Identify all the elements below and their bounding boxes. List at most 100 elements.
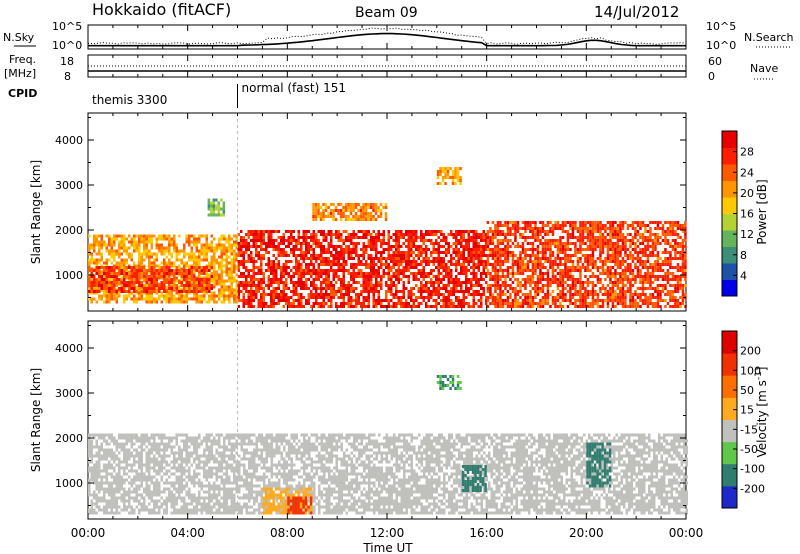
heatmap-cell: [501, 263, 505, 266]
heatmap-cell: [674, 230, 677, 233]
heatmap-cell: [621, 296, 625, 299]
heatmap-cell: [325, 281, 328, 284]
heatmap-cell: [170, 287, 173, 290]
heatmap-cell: [422, 269, 425, 272]
heatmap-cell: [337, 263, 340, 266]
heatmap-cell: [213, 261, 216, 265]
heatmap-cell: [375, 242, 378, 245]
heatmap-cell: [370, 257, 373, 260]
heatmap-cell: [614, 263, 617, 266]
heatmap-cell: [377, 281, 380, 284]
heatmap-cell: [178, 272, 181, 275]
heatmap-cell: [472, 236, 475, 239]
heatmap-cell: [217, 207, 221, 211]
heatmap-cell: [472, 272, 475, 275]
heatmap-cell: [586, 227, 590, 230]
heatmap-cell: [521, 269, 525, 272]
heatmap-cell: [315, 287, 318, 290]
heatmap-cell: [123, 284, 126, 287]
heatmap-cell: [402, 275, 405, 278]
heatmap-cell: [90, 252, 93, 256]
heatmap-cell: [611, 245, 615, 248]
heatmap-cell: [676, 278, 680, 281]
heatmap-cell: [609, 266, 612, 269]
heatmap-cell: [499, 269, 502, 272]
heatmap-cell: [420, 293, 423, 296]
heatmap-cell: [223, 258, 226, 262]
heatmap-cell: [501, 293, 505, 296]
heatmap-cell: [485, 299, 488, 302]
heatmap-cell: [616, 257, 620, 260]
heatmap-cell: [569, 284, 572, 287]
heatmap-cell: [616, 278, 620, 281]
heatmap-cell: [524, 248, 527, 251]
heatmap-cell: [150, 246, 153, 250]
heatmap-cell: [125, 249, 128, 253]
heatmap-cell: [536, 227, 540, 230]
heatmap-cell: [412, 287, 415, 290]
heatmap-cell: [504, 293, 507, 296]
heatmap-cell: [659, 236, 662, 239]
heatmap-cell: [317, 296, 320, 299]
heatmap-cell: [684, 263, 687, 266]
heatmap-cell: [340, 251, 343, 254]
heatmap-cell: [218, 255, 221, 259]
heatmap-cell: [180, 249, 183, 253]
heatmap-cell: [88, 243, 91, 247]
heatmap-cell: [262, 305, 265, 308]
heatmap-cell: [340, 236, 343, 239]
heatmap-cell: [380, 257, 383, 260]
heatmap-cell: [467, 293, 470, 296]
heatmap-cell: [287, 239, 290, 242]
heatmap-cell: [549, 305, 552, 308]
heatmap-cell: [138, 255, 141, 259]
heatmap-cell: [365, 245, 368, 248]
heatmap-cell: [412, 239, 415, 242]
heatmap-cell: [656, 263, 660, 266]
heatmap-cell: [496, 248, 500, 251]
heatmap-cell: [435, 281, 438, 284]
heatmap-cell: [412, 266, 415, 269]
heatmap-cell: [322, 302, 325, 305]
heatmap-cell: [240, 272, 243, 275]
heatmap-cell: [357, 254, 360, 257]
heatmap-cell: [205, 273, 208, 277]
heatmap-cell: [108, 234, 111, 238]
heatmap-cell: [108, 275, 111, 278]
heatmap-cell: [315, 269, 318, 272]
heatmap-cell: [210, 210, 213, 214]
heatmap-cell: [646, 230, 650, 233]
heatmap-cell: [322, 278, 325, 281]
heatmap-cell: [669, 251, 672, 254]
heatmap-cell: [255, 248, 258, 251]
heatmap-cell: [571, 242, 575, 245]
heatmap-cell: [352, 257, 355, 260]
heatmap-cell: [287, 260, 290, 263]
heatmap-cell: [183, 284, 186, 287]
heatmap-cell: [611, 236, 615, 239]
heatmap-cell: [619, 302, 622, 305]
heatmap-cell: [435, 257, 438, 260]
heatmap-cell: [153, 252, 156, 256]
heatmap-cell: [654, 227, 657, 230]
heatmap-cell: [355, 281, 358, 284]
heatmap-cell: [163, 252, 166, 256]
heatmap-cell: [606, 260, 610, 263]
heatmap-cell: [392, 260, 395, 263]
heatmap-cell: [435, 299, 438, 302]
heatmap-cell: [360, 293, 363, 296]
heatmap-cell: [614, 230, 617, 233]
heatmap-cell: [501, 239, 505, 242]
heatmap-cell: [514, 260, 517, 263]
heatmap-cell: [556, 293, 560, 296]
heatmap-cell: [175, 252, 178, 256]
heatmap-cell: [322, 248, 325, 251]
heatmap-cell: [531, 272, 535, 275]
heatmap-cell: [586, 278, 590, 281]
heatmap-cell: [380, 278, 383, 281]
heatmap-cell: [534, 239, 537, 242]
heatmap-cell: [599, 299, 602, 302]
heatmap-cell: [669, 257, 672, 260]
heatmap-cell: [624, 305, 627, 308]
heatmap-cell: [397, 260, 400, 263]
